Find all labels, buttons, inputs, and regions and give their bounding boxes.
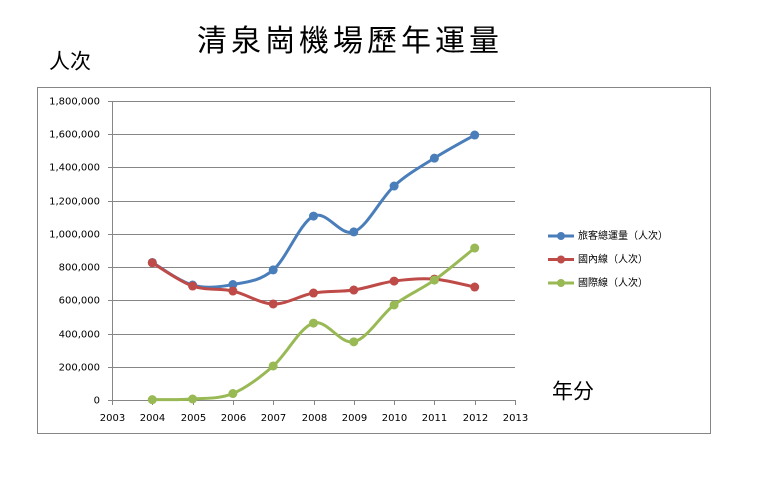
data-point [188, 281, 198, 291]
data-point [309, 211, 318, 221]
data-point [147, 258, 157, 268]
y-tick-label: 1,600,000 [49, 130, 100, 141]
data-point [470, 130, 480, 140]
x-tick-label: 2003 [100, 413, 125, 424]
x-tick-label: 2005 [181, 413, 206, 424]
x-tick-label: 2012 [463, 413, 488, 424]
data-point [188, 394, 198, 404]
data-point [470, 282, 480, 292]
data-point [268, 361, 278, 371]
y-tick-label: 0 [94, 396, 100, 407]
data-point [228, 286, 238, 296]
x-tick-label: 2004 [140, 413, 165, 424]
y-tick-label: 1,200,000 [49, 197, 100, 208]
data-point [228, 280, 238, 290]
data-point [147, 395, 157, 405]
y-tick-label: 1,400,000 [49, 163, 100, 174]
x-tick-label: 2008 [302, 413, 327, 424]
data-point [268, 299, 278, 309]
x-tick-label: 2009 [342, 413, 367, 424]
data-point [228, 389, 238, 399]
legend-marker [557, 232, 565, 240]
data-point [429, 153, 439, 163]
data-point [309, 288, 318, 298]
y-tick-label: 800,000 [59, 263, 100, 274]
data-point [470, 243, 480, 253]
y-axis-label: 人次 [49, 50, 91, 74]
x-tick-label: 2013 [503, 413, 528, 424]
legend-marker [557, 255, 565, 264]
data-point [349, 227, 359, 237]
legend-marker [557, 279, 565, 287]
y-tick-label: 1,000,000 [49, 230, 100, 241]
data-point [389, 276, 399, 286]
chart-frame [37, 87, 711, 434]
data-point [389, 300, 399, 310]
data-point [268, 265, 278, 275]
y-tick-label: 1,800,000 [49, 97, 100, 108]
data-point [429, 275, 439, 285]
data-point [309, 318, 318, 328]
data-point [349, 337, 359, 347]
legend-label: 旅客總運量（人次） [578, 229, 668, 242]
y-tick-label: 400,000 [59, 330, 100, 341]
data-point [349, 285, 359, 295]
chart-title: 清泉崗機場歷年運量 [197, 24, 503, 59]
x-tick-label: 2007 [261, 413, 286, 424]
data-point [389, 181, 399, 191]
legend-label: 國內線（人次） [578, 253, 648, 266]
x-axis-label: 年分 [552, 380, 594, 404]
x-tick-label: 2006 [221, 413, 246, 424]
y-tick-label: 600,000 [59, 296, 100, 307]
x-tick-label: 2010 [382, 413, 407, 424]
y-tick-label: 200,000 [59, 363, 100, 374]
x-tick-label: 2011 [422, 413, 447, 424]
legend-label: 國際線（人次） [578, 276, 648, 289]
